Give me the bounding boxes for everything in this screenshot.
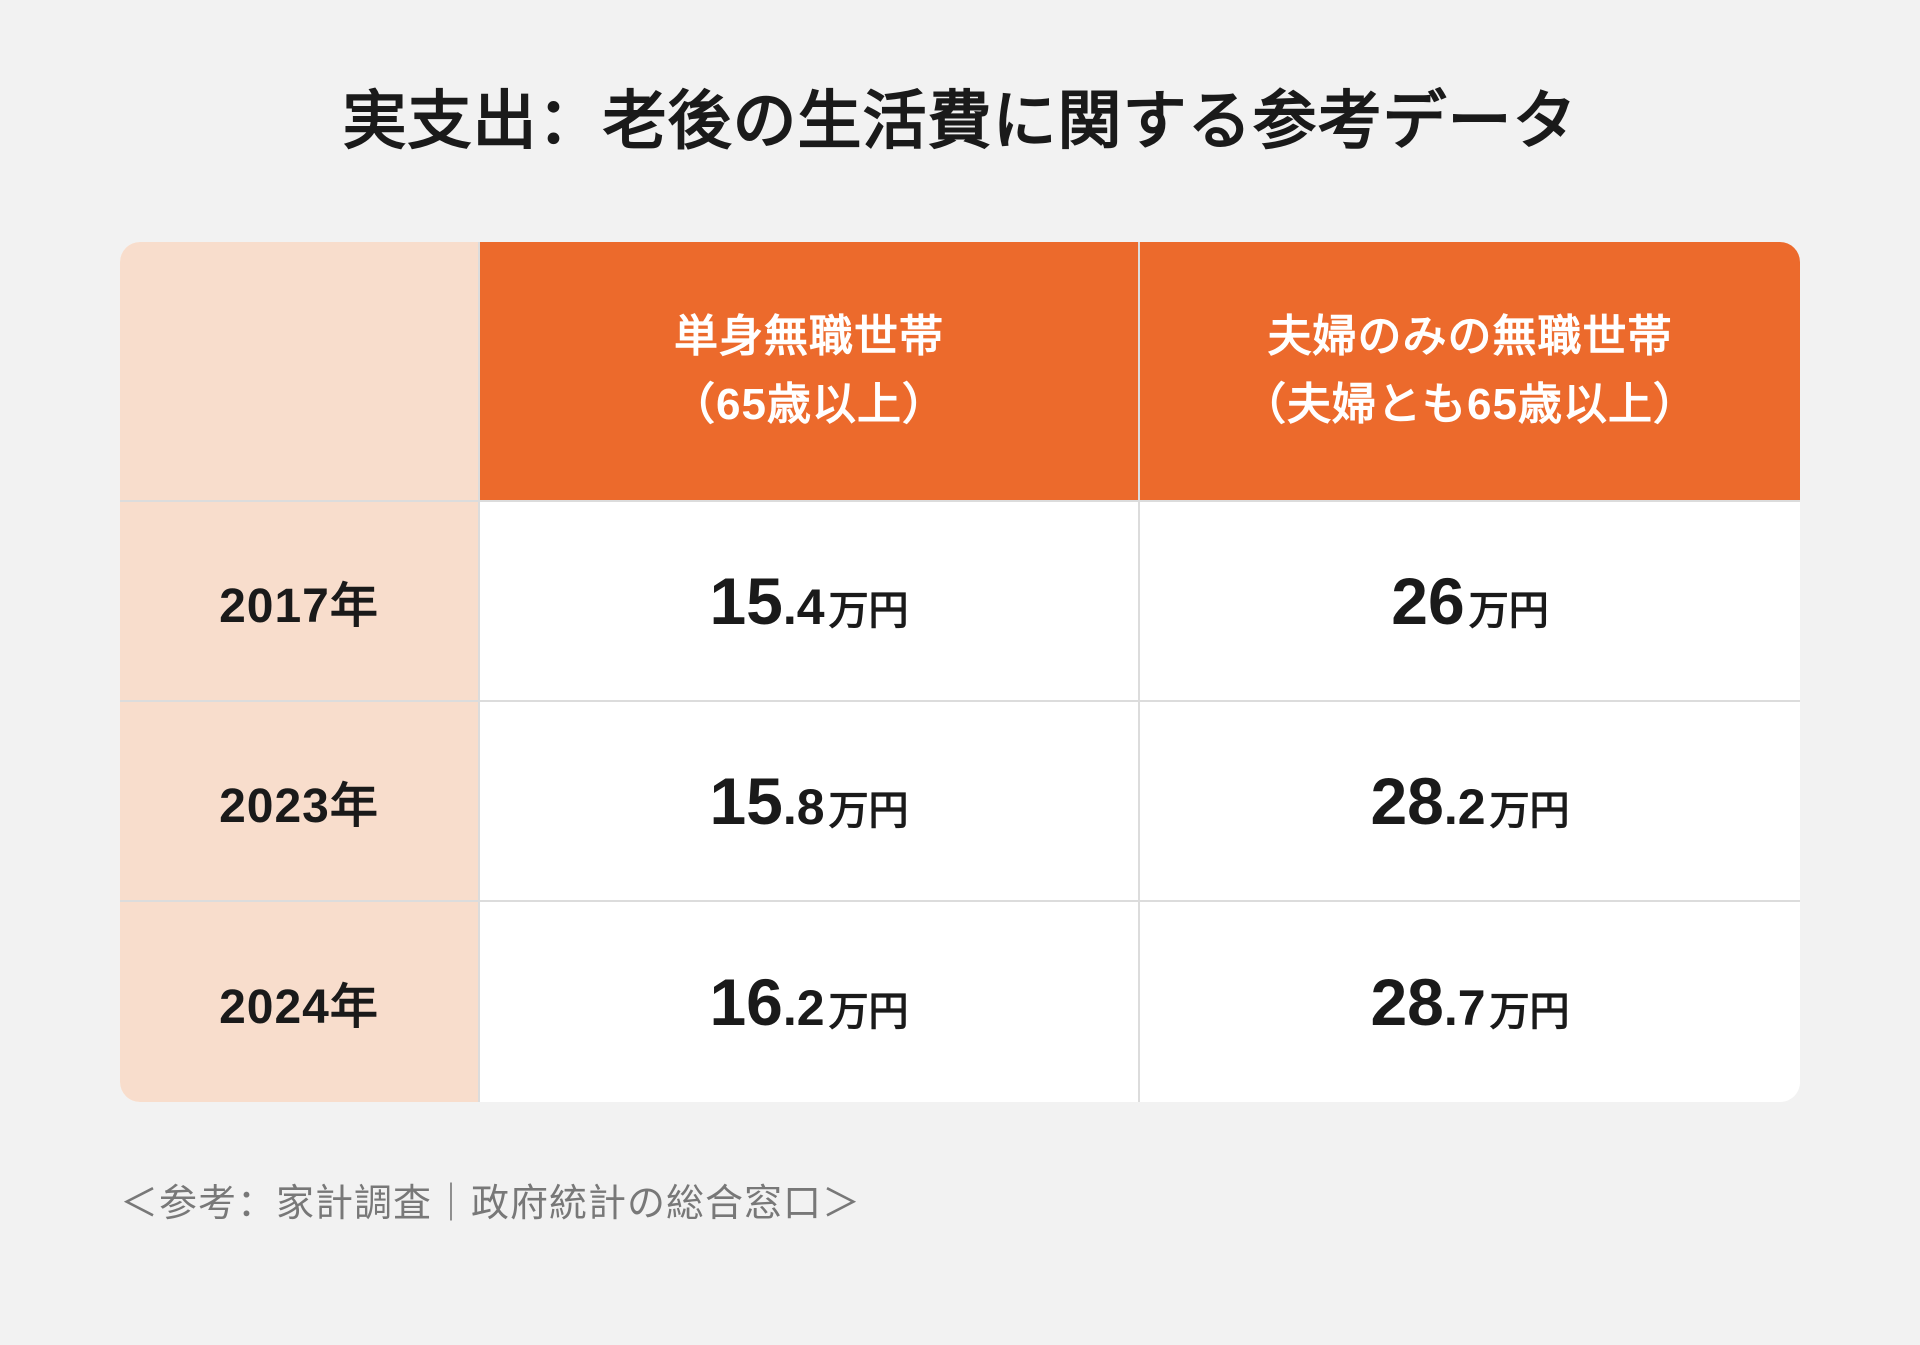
row-header-year: 2024年	[120, 902, 480, 1102]
value-dec: .8	[783, 779, 825, 835]
value-int: 26	[1391, 564, 1464, 638]
value-unit: 万円	[829, 990, 909, 1034]
value-dec: .2	[783, 980, 825, 1036]
table-row: 2023年 15.8万円 28.2万円	[120, 702, 1800, 902]
column-header-line1: 単身無職世帯	[674, 312, 944, 361]
row-header-year: 2023年	[120, 702, 480, 902]
value-unit: 万円	[1490, 990, 1570, 1034]
table-row: 2017年 15.4万円 26万円	[120, 502, 1800, 702]
value-int: 15	[709, 564, 782, 638]
value-int: 15	[709, 764, 782, 838]
cell-value: 28.7万円	[1140, 902, 1800, 1102]
column-header-couple: 夫婦のみの無職世帯 （夫婦とも65歳以上）	[1140, 242, 1800, 502]
row-header-year: 2017年	[120, 502, 480, 702]
table-corner	[120, 242, 480, 502]
value-int: 28	[1370, 965, 1443, 1039]
expense-table: 単身無職世帯 （65歳以上） 夫婦のみの無職世帯 （夫婦とも65歳以上） 201…	[120, 242, 1800, 1102]
value-unit: 万円	[1469, 589, 1549, 633]
value-int: 28	[1370, 764, 1443, 838]
value-dec: .4	[783, 579, 825, 635]
cell-value: 28.2万円	[1140, 702, 1800, 902]
page-title: 実支出：老後の生活費に関する参考データ	[343, 70, 1578, 162]
cell-value: 15.4万円	[480, 502, 1140, 702]
cell-value: 15.8万円	[480, 702, 1140, 902]
column-header-line2: （夫婦とも65歳以上）	[1242, 380, 1698, 429]
cell-value: 26万円	[1140, 502, 1800, 702]
value-dec: .2	[1444, 779, 1486, 835]
value-unit: 万円	[829, 789, 909, 833]
value-int: 16	[709, 965, 782, 1039]
value-unit: 万円	[1490, 789, 1570, 833]
table-row: 2024年 16.2万円 28.7万円	[120, 902, 1800, 1102]
source-footnote: ＜参考：家計調査｜政府統計の総合窓口＞	[120, 1172, 1800, 1227]
value-unit: 万円	[829, 589, 909, 633]
column-header-single: 単身無職世帯 （65歳以上）	[480, 242, 1140, 502]
column-header-line2: （65歳以上）	[671, 380, 947, 429]
column-header-line1: 夫婦のみの無職世帯	[1268, 312, 1673, 361]
cell-value: 16.2万円	[480, 902, 1140, 1102]
value-dec: .7	[1444, 980, 1486, 1036]
